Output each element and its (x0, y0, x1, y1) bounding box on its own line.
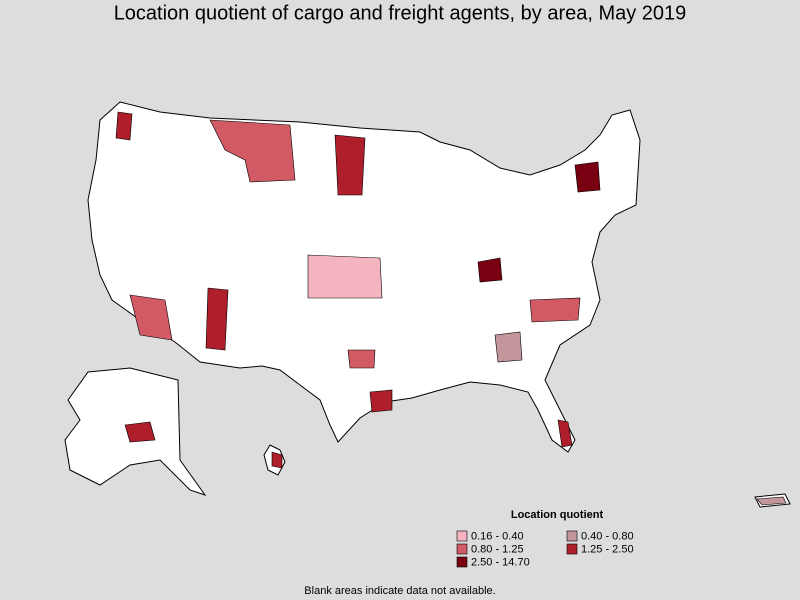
legend-swatch (456, 530, 468, 542)
legend-swatch (456, 556, 468, 568)
legend-swatch (566, 543, 578, 555)
legend-label: 1.25 - 2.50 (581, 543, 634, 555)
georgia-area (494, 331, 523, 363)
hawaii-fill (271, 451, 283, 469)
alaska-area (124, 421, 156, 443)
seattle-area (115, 111, 133, 141)
florida-area (557, 419, 573, 448)
texas-area (369, 389, 393, 413)
pr-fill (756, 496, 787, 506)
arizona-area (129, 294, 173, 341)
carolina-area (529, 297, 581, 323)
legend-label: 0.80 - 1.25 (471, 543, 524, 555)
footnote: Blank areas indicate data not available. (304, 585, 495, 597)
dakota-area (334, 134, 366, 196)
map (64, 101, 791, 508)
legend-label: 2.50 - 14.70 (471, 556, 530, 568)
kansas-area (307, 254, 383, 299)
legend-title: Location quotient (511, 509, 604, 521)
montana-area (209, 119, 296, 183)
legend-swatch (566, 530, 578, 542)
map-title: Location quotient of cargo and freight a… (114, 2, 687, 24)
new-york-area (574, 161, 601, 193)
new-mexico-area (205, 287, 229, 351)
legend-label: 0.16 - 0.40 (471, 530, 524, 542)
ohio-area (477, 257, 503, 283)
legend-swatch (456, 543, 468, 555)
oklahoma-area (347, 349, 376, 369)
legend: Location quotient 0.16 - 0.40 0.40 - 0.80… (456, 509, 634, 568)
legend-label: 0.40 - 0.80 (581, 530, 634, 542)
